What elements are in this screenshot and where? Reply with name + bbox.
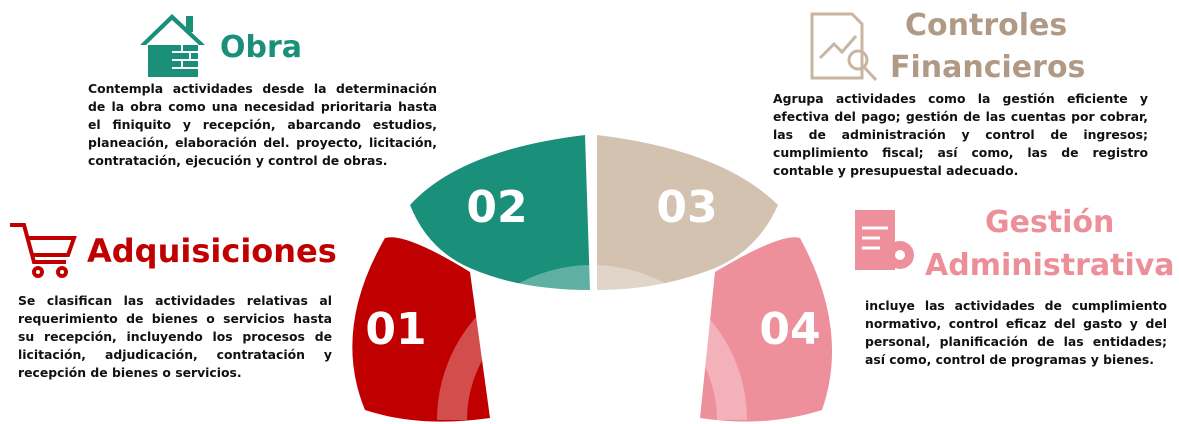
description: Contempla actividades desde la determina… <box>88 81 437 168</box>
petal-04 <box>700 237 833 422</box>
title: Obra <box>220 30 303 65</box>
description: Se clasifican las actividades relativas … <box>18 293 332 380</box>
title: Financieros <box>890 50 1086 85</box>
description: incluye las actividades de cumplimiento … <box>865 298 1167 367</box>
admin-icon <box>855 210 914 270</box>
title: Administrativa <box>925 248 1175 283</box>
number: 04 <box>759 304 820 355</box>
title: Adquisiciones <box>87 232 337 270</box>
number: 01 <box>365 304 426 355</box>
number: 02 <box>466 182 527 233</box>
cart-icon <box>10 223 77 278</box>
description: Agrupa actividades como la gestión efici… <box>773 91 1148 178</box>
petal-03 <box>597 135 778 290</box>
title: Controles <box>905 8 1068 43</box>
finance-icon <box>810 12 878 82</box>
title: Gestión <box>985 205 1115 240</box>
number: 03 <box>656 182 717 233</box>
petal-01 <box>352 237 490 422</box>
house-icon <box>140 14 205 77</box>
inner-arc <box>437 265 747 421</box>
petal-02 <box>410 135 590 290</box>
